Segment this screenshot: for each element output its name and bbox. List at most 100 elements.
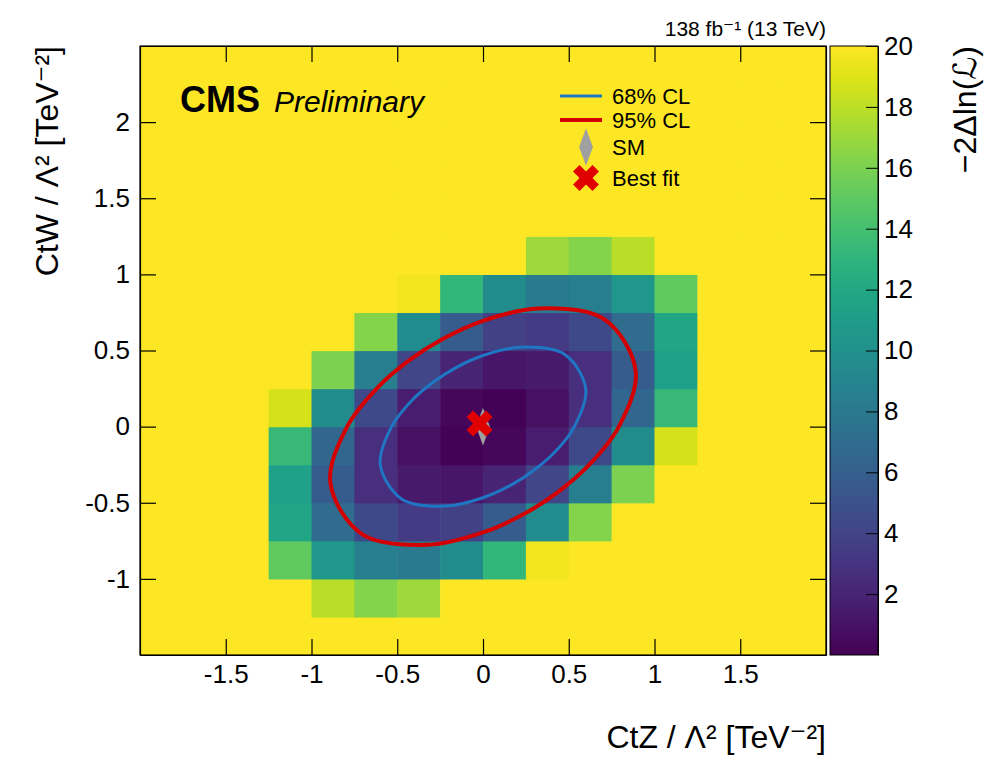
tick xyxy=(569,46,570,62)
heatmap-cell xyxy=(612,541,655,580)
heatmap-cell xyxy=(354,122,397,161)
heatmap-cell xyxy=(183,503,226,542)
heatmap-cell xyxy=(140,160,183,199)
tick-label: 1.5 xyxy=(94,183,130,213)
tick: -1 xyxy=(107,564,156,594)
heatmap-cell xyxy=(655,579,698,618)
heatmap-cell xyxy=(397,236,440,275)
heatmap-cell xyxy=(697,351,740,390)
tick-mark xyxy=(140,503,156,504)
tick: -1.5 xyxy=(204,639,249,689)
tick-mark xyxy=(483,46,484,62)
heatmap-cell xyxy=(612,274,655,313)
heatmap-cell xyxy=(140,122,183,161)
heatmap-cell xyxy=(312,274,355,313)
heatmap-cell xyxy=(312,541,355,580)
tick-mark xyxy=(569,639,570,655)
tick-mark xyxy=(140,579,156,580)
heatmap-cell xyxy=(140,84,183,123)
tick: 1 xyxy=(648,639,662,689)
tick-label: 1.5 xyxy=(723,659,759,689)
tick xyxy=(226,46,227,62)
heatmap-cell xyxy=(526,312,569,351)
chart: -1.5-1-0.500.511.5-1-0.500.511.522468101… xyxy=(0,0,996,772)
tick-label: 0 xyxy=(476,659,490,689)
tick xyxy=(655,46,656,62)
heatmap-cell xyxy=(526,84,569,123)
tick-mark xyxy=(810,427,826,428)
plot-area xyxy=(140,46,826,655)
heatmap-cell xyxy=(783,351,826,390)
heatmap-cell xyxy=(697,312,740,351)
heatmap-cell xyxy=(783,617,826,655)
heatmap-cell xyxy=(612,617,655,655)
heatmap-cell xyxy=(697,465,740,504)
tick-mark xyxy=(483,639,484,655)
heatmap-cell xyxy=(440,160,483,199)
tick-label: -1 xyxy=(300,659,323,689)
heatmap-cell xyxy=(526,617,569,655)
heatmap-cell xyxy=(440,84,483,123)
heatmap-cell xyxy=(526,198,569,237)
tick: 2 xyxy=(116,107,156,137)
plot-frame xyxy=(140,46,826,655)
heatmap-cell xyxy=(183,389,226,428)
tick-mark xyxy=(810,122,826,123)
heatmap-cell xyxy=(183,236,226,275)
heatmap-cell xyxy=(655,389,698,428)
y-axis-title: CtW / Λ² [TeV⁻²] xyxy=(29,46,65,276)
heatmap-cell xyxy=(483,236,526,275)
tick-label: 18 xyxy=(884,92,913,122)
tick: 12 xyxy=(866,274,913,304)
heatmap-cell xyxy=(526,160,569,199)
tick xyxy=(810,427,826,428)
heatmap-cell xyxy=(312,198,355,237)
legend-label: 95% CL xyxy=(612,108,690,133)
tick-label: -1.5 xyxy=(204,659,249,689)
tick-mark xyxy=(866,107,878,108)
heatmap-cell xyxy=(183,541,226,580)
tick-mark xyxy=(140,350,156,351)
heatmap-cell xyxy=(526,122,569,161)
heatmap-cell xyxy=(569,541,612,580)
legend-label: Best fit xyxy=(612,166,679,191)
legend-item: Best fit xyxy=(567,159,680,198)
heatmap-cell xyxy=(140,351,183,390)
heatmap-cell xyxy=(354,427,397,466)
heatmap-cell xyxy=(269,274,312,313)
tick xyxy=(810,351,826,352)
heatmap-cell xyxy=(740,579,783,618)
heatmap-cell xyxy=(697,274,740,313)
tick: 10 xyxy=(866,335,913,365)
heatmap-cell xyxy=(269,465,312,504)
heatmap-cell xyxy=(312,351,355,390)
heatmap-cell xyxy=(655,312,698,351)
heatmap-cell xyxy=(697,579,740,618)
tick-mark xyxy=(311,639,312,655)
heatmap-cell xyxy=(783,503,826,542)
tick xyxy=(810,198,826,199)
heatmap-cell xyxy=(526,46,569,85)
heatmap-cell xyxy=(740,541,783,580)
heatmap-cell xyxy=(140,503,183,542)
heatmap-cell xyxy=(269,579,312,618)
tick: -1 xyxy=(300,639,323,689)
heatmap-cell xyxy=(483,46,526,85)
heatmap-cell xyxy=(697,46,740,85)
heatmap-cell xyxy=(140,236,183,275)
heatmap-cell xyxy=(354,198,397,237)
heatmap-cell xyxy=(740,274,783,313)
heatmap-cell xyxy=(140,617,183,655)
tick-label: 0 xyxy=(116,411,130,441)
heatmap-cell xyxy=(697,617,740,655)
tick-mark xyxy=(140,198,156,199)
tick xyxy=(810,122,826,123)
tick-mark xyxy=(140,122,156,123)
tick-mark xyxy=(397,46,398,62)
heatmap-cell xyxy=(226,617,269,655)
tick: 0 xyxy=(116,411,156,441)
tick-mark xyxy=(866,229,878,230)
heatmap-cell xyxy=(226,351,269,390)
heatmap-cell xyxy=(783,198,826,237)
heatmap-cell xyxy=(440,46,483,85)
